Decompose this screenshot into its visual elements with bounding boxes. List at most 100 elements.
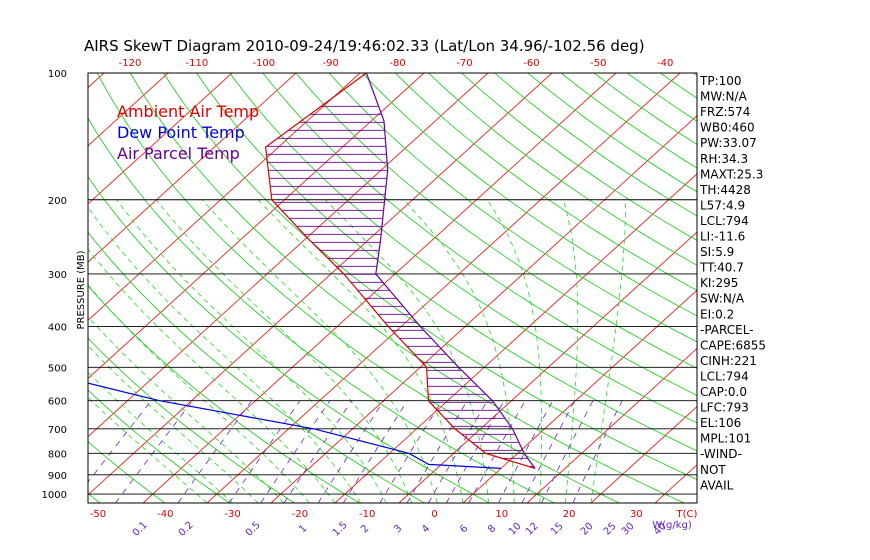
moist-adiabat-line (88, 345, 259, 503)
pressure-tick-label: 200 (48, 196, 67, 207)
dry-adiabat-line (88, 176, 490, 503)
pressure-tick-label: 1000 (42, 490, 67, 501)
isotherm-line (88, 73, 553, 496)
dry-adiabat-line (88, 389, 231, 503)
mixing-ratio-line (468, 400, 526, 503)
moist-adiabat-line (324, 199, 489, 503)
mixing-ratio-tick-label: 0.2 (177, 520, 196, 539)
ambient-temp-line (264, 73, 536, 469)
isotherm-line (88, 73, 169, 147)
chart-title: AIRS SkewT Diagram 2010-09-24/19:46:02.3… (84, 37, 645, 55)
stability-index: TP:100 (699, 74, 742, 88)
mixing-ratio-line (406, 400, 468, 503)
plot-frame (87, 72, 698, 504)
top-temp-tick-label: -70 (456, 58, 472, 69)
pressure-tick-label: 100 (48, 69, 67, 80)
mixing-ratio-tick-label: 8 (486, 523, 498, 535)
stability-index: CAPE:6855 (700, 338, 766, 352)
mixing-ratio-line (317, 400, 385, 503)
pressure-tick-label: 700 (48, 425, 67, 436)
parcel-line (365, 73, 536, 469)
mixing-ratio-line (283, 400, 353, 503)
isotherm-line (206, 73, 681, 503)
isotherm-line (142, 73, 617, 503)
mixing-ratio-line (521, 400, 576, 503)
stability-index: MW:N/A (700, 90, 748, 104)
stability-index: LFC:793 (700, 401, 749, 415)
mixing-ratio-line (428, 400, 488, 503)
pressure-tick-label: 300 (48, 270, 67, 281)
top-temp-tick-label: -110 (186, 58, 209, 69)
isotherm-line (0, 73, 40, 503)
mixing-ratio-tick-label: 20 (579, 521, 596, 538)
moist-adiabat-line (88, 284, 310, 503)
dry-adiabat-line (395, 73, 697, 291)
stability-index: MPL:101 (700, 432, 751, 446)
dry-adiabat-line (295, 73, 697, 369)
mixing-ratio-line (572, 400, 623, 503)
mixing-ratio-line (342, 400, 408, 503)
plot-area (0, 73, 697, 503)
mixing-ratio-line (88, 400, 152, 483)
mixing-ratio-line (446, 400, 505, 503)
dry-adiabat-line (88, 231, 425, 503)
moist-adiabat-line (403, 199, 515, 503)
moist-adiabat-line (88, 206, 361, 503)
bottom-temp-tick-label: 20 (563, 509, 576, 520)
top-temp-tick-label: -90 (323, 58, 339, 69)
isotherm-line (88, 73, 361, 321)
moist-adiabat-line (88, 396, 208, 503)
bottom-temp-tick-label: -10 (359, 509, 375, 520)
mixing-ratio-line (260, 400, 331, 503)
stability-index: CAP:0.0 (700, 385, 747, 399)
bottom-temp-tick-label: -20 (292, 509, 308, 520)
moist-adiabat-line (258, 199, 464, 503)
isotherm-line (398, 231, 697, 503)
legend-air-parcel-temp: Air Parcel Temp (117, 144, 240, 163)
mixing-ratio-tick-label: 1 (297, 523, 309, 535)
mixing-ratio-tick-label: 4 (420, 523, 432, 535)
mixing-ratio-line (177, 400, 253, 503)
stability-index: TH:4428 (699, 183, 751, 197)
isotherm-line (88, 73, 425, 380)
stability-index: LCL:794 (700, 369, 749, 383)
mixing-ratio-tick-label: 1.5 (331, 520, 350, 539)
top-temp-tick-label: -80 (389, 58, 405, 69)
moist-adiabat-line (487, 199, 542, 503)
stability-index: PW:33.07 (700, 136, 757, 150)
stability-index: SW:N/A (700, 292, 745, 306)
dry-adiabat-line (361, 73, 697, 317)
mixing-ratio-tick-label: 2 (359, 523, 371, 535)
isotherm-line (88, 73, 233, 205)
bottom-temp-tick-label: -30 (224, 509, 240, 520)
stability-index: SI:5.9 (700, 245, 734, 259)
stability-index: AVAIL (700, 478, 734, 492)
bottom-temp-tick-label: 30 (630, 509, 643, 520)
dry-adiabat-line (129, 73, 685, 503)
legend: Ambient Air Temp Dew Point Temp Air Parc… (117, 102, 259, 163)
moist-adiabat-line (88, 371, 233, 503)
legend-dew-point-temp: Dew Point Temp (117, 123, 245, 142)
temp-axis-end-label: T(C) (676, 509, 698, 520)
dry-adiabat-line (328, 73, 697, 343)
legend-ambient-air-temp: Ambient Air Temp (117, 102, 259, 121)
moist-adiabat-line (155, 199, 413, 503)
pressure-tick-label: 800 (48, 449, 67, 460)
stability-index: KI:295 (700, 276, 738, 290)
pressure-tick-label: 600 (48, 397, 67, 408)
top-temp-tick-label: -120 (119, 58, 142, 69)
bottom-temp-tick-label: 0 (431, 509, 437, 520)
stability-index: -PARCEL- (700, 323, 754, 337)
mixing-ratio-tick-label: 30 (620, 521, 637, 538)
dry-adiabat-line (88, 441, 166, 503)
moist-adiabat-line (88, 248, 336, 503)
pressure-tick-label: 500 (48, 363, 67, 374)
isotherm-line (590, 406, 697, 503)
mixing-ratio-tick-label: 15 (549, 521, 566, 538)
moist-adiabat-line (116, 199, 387, 503)
mixing-ratio-tick-label: 3 (392, 523, 404, 535)
isotherm-line (334, 173, 697, 503)
isotherm-line (654, 464, 697, 503)
